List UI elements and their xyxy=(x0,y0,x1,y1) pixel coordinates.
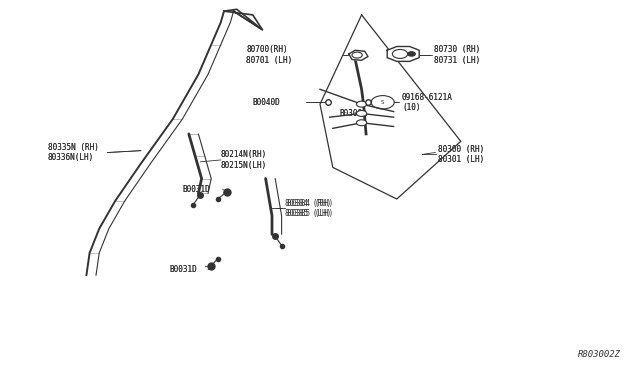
Polygon shape xyxy=(349,50,368,60)
Text: 80384 (RH)
80385 (LH): 80384 (RH) 80385 (LH) xyxy=(287,199,333,218)
Text: 80730 (RH)
80731 (LH): 80730 (RH) 80731 (LH) xyxy=(434,45,480,65)
Polygon shape xyxy=(387,46,419,61)
Text: 80700(RH)
80701 (LH): 80700(RH) 80701 (LH) xyxy=(246,45,292,65)
Text: B0300A: B0300A xyxy=(339,109,367,118)
Text: 80700(RH)
80701 (LH): 80700(RH) 80701 (LH) xyxy=(246,45,292,65)
Text: B0031D: B0031D xyxy=(182,185,210,194)
Text: 80335N (RH)
80336N(LH): 80335N (RH) 80336N(LH) xyxy=(48,143,99,162)
Text: 80335N (RH)
80336N(LH): 80335N (RH) 80336N(LH) xyxy=(48,143,99,162)
Circle shape xyxy=(356,101,367,107)
Text: B0031D: B0031D xyxy=(182,185,210,194)
Circle shape xyxy=(356,120,367,126)
Text: B0031D: B0031D xyxy=(170,265,197,274)
Text: 09168-6121A
(10): 09168-6121A (10) xyxy=(402,93,452,112)
Text: 80730 (RH)
80731 (LH): 80730 (RH) 80731 (LH) xyxy=(434,45,480,65)
Text: 80300 (RH)
80301 (LH): 80300 (RH) 80301 (LH) xyxy=(438,145,484,164)
Text: R803002Z: R803002Z xyxy=(578,350,621,359)
Text: B0031D: B0031D xyxy=(170,265,197,274)
Text: B0040D: B0040D xyxy=(253,98,280,107)
Text: S: S xyxy=(381,100,385,105)
Circle shape xyxy=(408,52,415,56)
Text: B0040D: B0040D xyxy=(253,98,280,107)
Text: 09168-6121A
(10): 09168-6121A (10) xyxy=(402,93,452,112)
Text: 80214N(RH)
80215N(LH): 80214N(RH) 80215N(LH) xyxy=(221,150,267,170)
Circle shape xyxy=(356,110,367,116)
Text: B0300A: B0300A xyxy=(339,109,367,118)
Text: 80300 (RH)
80301 (LH): 80300 (RH) 80301 (LH) xyxy=(438,145,484,164)
Text: 80384 (RH)
80385 (LH): 80384 (RH) 80385 (LH) xyxy=(285,199,331,218)
Text: 80214N(RH)
80215N(LH): 80214N(RH) 80215N(LH) xyxy=(221,150,267,170)
